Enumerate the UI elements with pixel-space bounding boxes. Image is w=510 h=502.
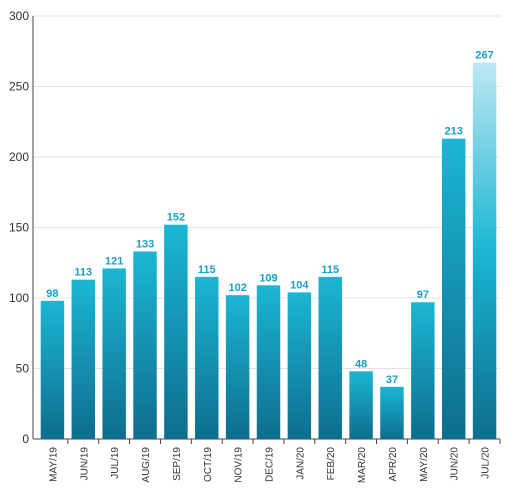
x-tick-label: NOV/19: [234, 447, 245, 483]
y-tick-label: 250: [9, 80, 29, 94]
data-labels: 98 113 121 133 152 115 102 109 104 115 48 37 97 213 26…: [46, 50, 493, 386]
x-tick-label: JAN/20: [295, 447, 306, 480]
bar: [472, 62, 497, 439]
x-tick-label: AUG/19: [141, 447, 152, 483]
y-tick-label: 0: [22, 432, 29, 446]
x-tick-label: JUL/19: [110, 447, 121, 479]
bar: [225, 295, 250, 439]
data-label: 133: [136, 238, 154, 250]
x-axis-ticks: MAY/19 JUN/19 JUL/19 AUG/19 SEP/19 OCT/19 NOV/…: [48, 439, 501, 484]
data-label: 37: [386, 374, 398, 386]
bar: [349, 371, 373, 439]
data-label: 267: [475, 50, 493, 62]
bar: [256, 285, 281, 439]
y-tick-label: 50: [16, 362, 30, 376]
data-label: 48: [355, 358, 367, 370]
data-label: 115: [198, 264, 216, 276]
bar: [164, 224, 188, 439]
y-tick-label: 300: [9, 9, 29, 23]
bar: [102, 268, 126, 439]
x-tick-label: DEC/19: [265, 447, 276, 482]
bar: [133, 251, 157, 439]
bar: [40, 300, 65, 439]
y-tick-label: 100: [9, 291, 29, 305]
x-tick-label: MAR/20: [357, 447, 368, 484]
x-tick-label: MAY/19: [48, 447, 59, 482]
y-axis-ticks: 0 50 100 150 200 250 300: [9, 9, 29, 446]
data-label: 98: [46, 288, 58, 300]
x-tick-label: OCT/19: [203, 447, 214, 482]
x-tick-label: JUN/20: [450, 447, 461, 481]
data-label: 113: [74, 267, 92, 279]
x-tick-label: SEP/19: [172, 447, 183, 481]
bar: [411, 302, 435, 439]
x-tick-label: APR/20: [388, 447, 399, 482]
data-label: 109: [259, 272, 277, 284]
bar: [380, 386, 404, 439]
bar: [318, 276, 342, 439]
bar: [71, 279, 96, 439]
bars: [40, 62, 497, 440]
x-tick-label: MAY/20: [419, 447, 430, 482]
data-label: 121: [105, 255, 123, 267]
bar: [195, 276, 219, 439]
bar: [441, 138, 466, 440]
data-label: 213: [445, 126, 463, 138]
x-tick-label: JUL/20: [481, 447, 492, 479]
x-tick-label: FEB/20: [326, 447, 337, 481]
data-label: 115: [321, 264, 339, 276]
y-tick-label: 200: [9, 150, 29, 164]
bar: [287, 292, 312, 439]
data-label: 104: [290, 279, 309, 291]
y-tick-label: 150: [9, 221, 29, 235]
data-label: 102: [228, 282, 246, 294]
x-tick-label: JUN/19: [79, 447, 90, 481]
data-label: 152: [167, 212, 185, 224]
data-label: 97: [417, 289, 429, 301]
